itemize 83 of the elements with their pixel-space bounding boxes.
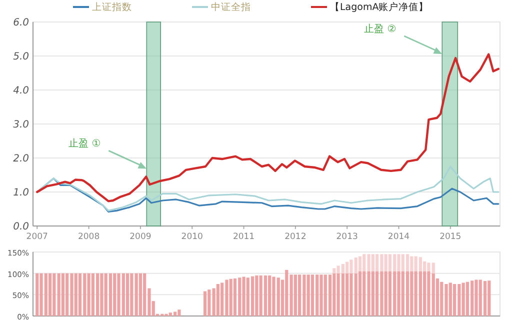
bar (310, 274, 314, 316)
bar (410, 271, 414, 316)
bar (371, 271, 374, 316)
bar (48, 273, 52, 316)
bar (61, 273, 65, 316)
bar (346, 273, 349, 316)
x-tick-label: 2010 (181, 232, 203, 242)
bar (126, 273, 130, 316)
bar (36, 273, 39, 316)
bar (264, 275, 268, 316)
x-tick-label: 2011 (232, 232, 255, 242)
bar (474, 280, 478, 316)
bar (87, 273, 90, 316)
bar (138, 273, 142, 316)
legend-label: 【LagomA账户净值】 (330, 1, 429, 13)
band-label: 止盈 ② (364, 23, 396, 35)
bar (57, 273, 60, 316)
x-tick-label: 2012 (284, 232, 306, 242)
bar (410, 256, 414, 272)
bar (423, 271, 426, 316)
bar (130, 273, 134, 316)
y-tick-label: 0.0 (13, 222, 29, 232)
y-tick-label: 6.0 (13, 18, 29, 28)
y-tick-label: 5.0 (13, 52, 29, 62)
bar (397, 271, 400, 316)
bar (134, 273, 138, 316)
y-tick-label: 2.0 (13, 154, 29, 164)
bar (113, 273, 116, 316)
bar (216, 284, 220, 316)
bar (108, 273, 112, 316)
x-tick-label: 2013 (336, 232, 358, 242)
bar (255, 275, 258, 316)
legend-label: 中证全指 (211, 1, 251, 13)
bar (212, 288, 216, 316)
bar (268, 275, 272, 316)
bar (452, 284, 456, 316)
bar (341, 273, 345, 316)
bar (423, 261, 426, 272)
bar (397, 254, 400, 272)
bar (346, 262, 349, 274)
bar (229, 278, 232, 316)
bar (406, 254, 410, 272)
bar (320, 274, 323, 316)
bar (406, 271, 410, 316)
line-series (36, 166, 500, 212)
x-tick-label: 2009 (130, 232, 152, 242)
band-label: 止盈 ① (68, 138, 101, 150)
bar (384, 254, 388, 272)
x-tick-label: 2008 (78, 232, 100, 242)
bar (203, 291, 207, 316)
bar (208, 290, 211, 316)
x-tick-label: 2015 (440, 232, 462, 242)
line-series (36, 53, 500, 202)
bar (242, 276, 246, 316)
bar (294, 274, 297, 316)
bar (78, 273, 82, 316)
x-tick-label: 2014 (388, 232, 410, 242)
bar (388, 254, 392, 272)
y-tick-label: 3.0 (13, 120, 29, 130)
bar (483, 281, 487, 316)
bar (448, 282, 452, 316)
bar (371, 254, 374, 272)
bar (100, 273, 104, 316)
bar (328, 274, 332, 316)
bar (388, 271, 392, 316)
bar (74, 273, 78, 316)
bar (52, 273, 56, 316)
bar (466, 282, 470, 316)
y-tick-label: 4.0 (13, 86, 29, 96)
bar (332, 273, 336, 316)
bar (488, 280, 491, 316)
bar (462, 282, 465, 316)
bar (384, 271, 388, 316)
bar (341, 264, 345, 274)
y-tick-label: 1.0 (13, 188, 29, 198)
bar (358, 256, 362, 272)
bar (358, 271, 362, 316)
bar (306, 274, 310, 316)
bar (332, 268, 336, 274)
x-tick-label: 2007 (26, 232, 48, 242)
bar (178, 310, 181, 316)
bar (233, 278, 237, 316)
legend-label: 上证指数 (92, 1, 132, 13)
